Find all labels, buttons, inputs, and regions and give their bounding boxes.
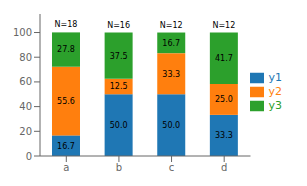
svg-text:a: a xyxy=(63,162,69,173)
svg-text:37.5: 37.5 xyxy=(110,52,128,61)
svg-text:80: 80 xyxy=(19,52,32,63)
svg-text:25.0: 25.0 xyxy=(215,95,233,104)
svg-text:c: c xyxy=(169,162,175,173)
svg-text:N=12: N=12 xyxy=(160,21,183,30)
svg-text:d: d xyxy=(221,162,227,173)
svg-text:55.6: 55.6 xyxy=(57,97,75,106)
svg-text:16.7: 16.7 xyxy=(57,142,75,151)
svg-text:20: 20 xyxy=(19,126,32,137)
svg-text:41.7: 41.7 xyxy=(215,54,233,63)
html-text:y1: y1 xyxy=(268,71,282,84)
svg-text:50.0: 50.0 xyxy=(110,121,128,130)
svg-text:N=18: N=18 xyxy=(55,20,78,29)
svg-text:100: 100 xyxy=(13,27,32,38)
svg-text:16.7: 16.7 xyxy=(162,39,180,48)
svg-text:N=12: N=12 xyxy=(212,21,235,30)
svg-text:N=16: N=16 xyxy=(107,21,130,30)
svg-text:27.8: 27.8 xyxy=(57,45,75,54)
html-text:y2: y2 xyxy=(268,85,282,98)
html-text:y3: y3 xyxy=(268,99,282,112)
svg-text:33.3: 33.3 xyxy=(215,131,233,140)
svg-text:33.3: 33.3 xyxy=(162,70,180,79)
svg-text:50.0: 50.0 xyxy=(162,121,180,130)
svg-text:60: 60 xyxy=(19,76,32,87)
svg-text:12.5: 12.5 xyxy=(110,82,128,91)
svg-text:40: 40 xyxy=(19,101,32,112)
svg-text:b: b xyxy=(116,162,122,173)
svg-text:0: 0 xyxy=(26,151,32,162)
